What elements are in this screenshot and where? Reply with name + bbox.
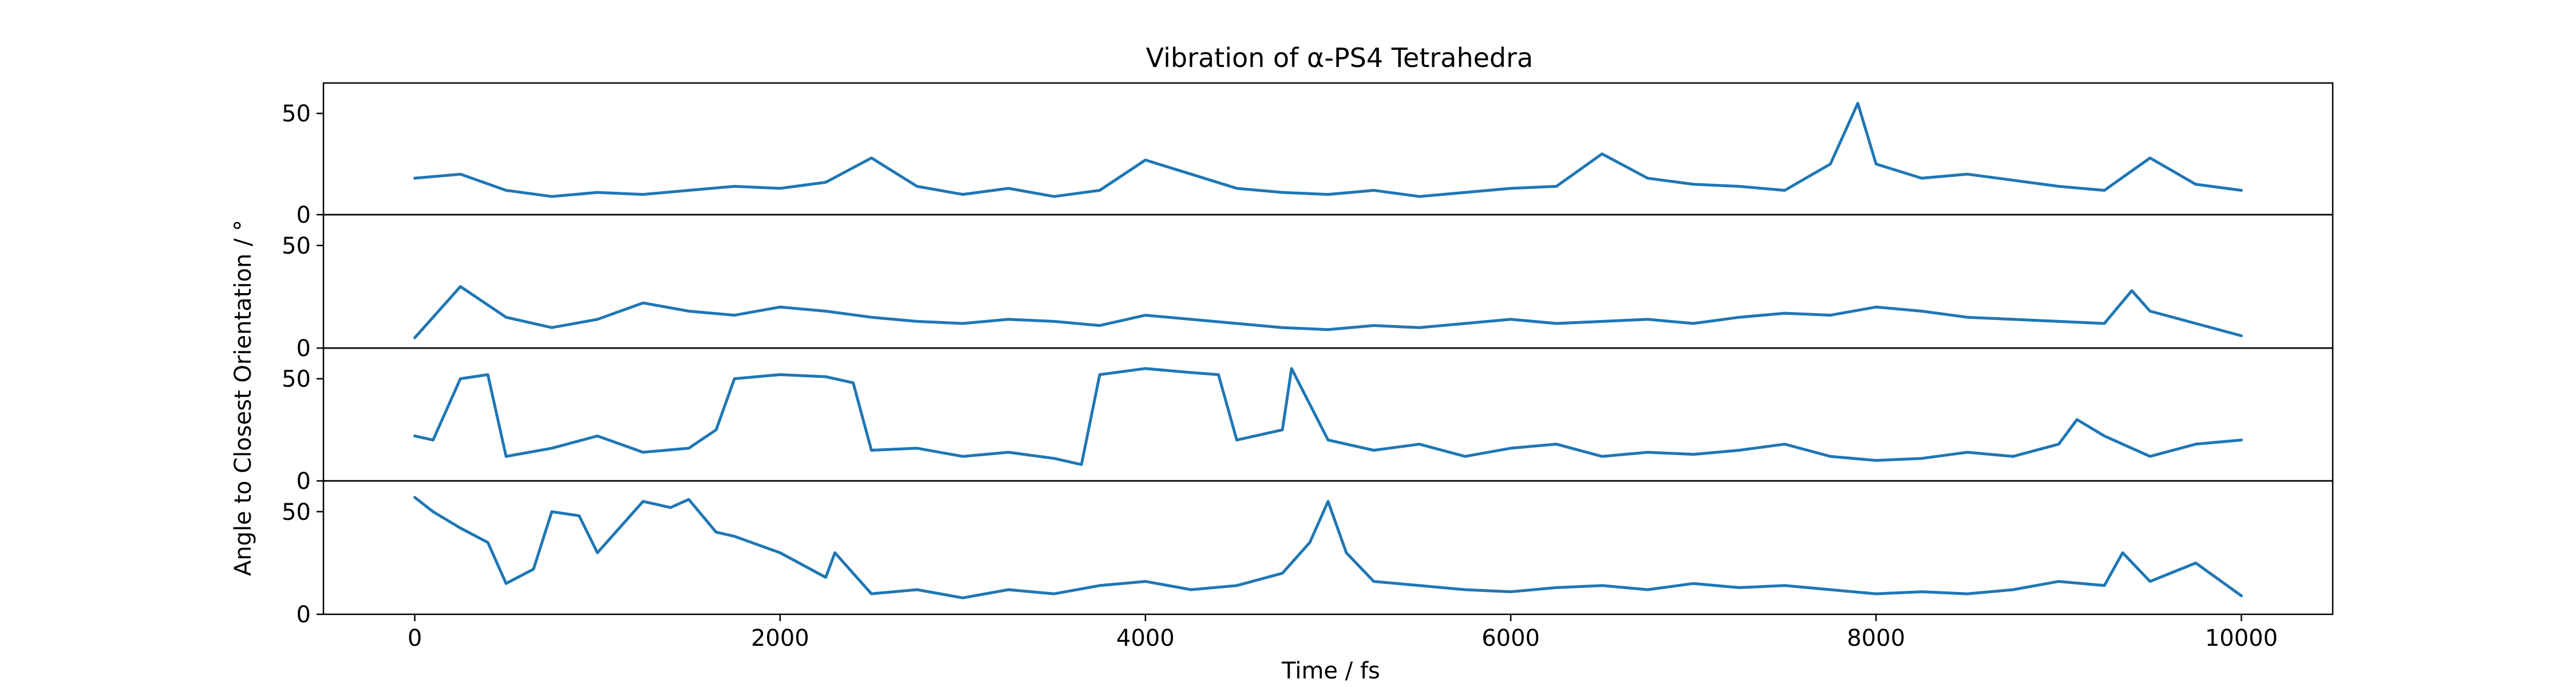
series-line-4-1 xyxy=(413,496,2243,599)
subplot-4: 0 50 xyxy=(282,480,2334,628)
y-tick-label: 0 xyxy=(297,602,311,628)
series-line-3-1 xyxy=(413,367,2243,466)
x-tick-label: 4000 xyxy=(1116,625,1175,652)
x-axis: 0 2000 4000 6000 8000 10000 xyxy=(408,614,2278,652)
series-line-1-1 xyxy=(413,101,2243,198)
x-tick-label: 6000 xyxy=(1481,625,1540,652)
x-tick-label: 10000 xyxy=(2205,625,2278,652)
series-line-2-1 xyxy=(413,285,2243,339)
y-tick-label: 0 xyxy=(297,202,311,228)
x-tick-label: 8000 xyxy=(1847,625,1905,652)
y-tick-label: 50 xyxy=(282,233,311,259)
y-tick-label: 50 xyxy=(282,366,311,393)
y-tick-label: 0 xyxy=(297,335,311,362)
subplots-group: 0 50 0 50 0 50 0 50 xyxy=(282,82,2334,628)
x-axis-label: Time / fs xyxy=(1281,658,1380,684)
y-tick-label: 50 xyxy=(282,499,311,526)
y-tick-label: 50 xyxy=(282,101,311,127)
x-tick-label: 2000 xyxy=(751,625,809,652)
chart-title: Vibration of α-PS4 Tetrahedra xyxy=(1146,42,1533,73)
y-tick-label: 0 xyxy=(297,468,311,495)
y-axis-label: Angle to Closest Orientation / ° xyxy=(230,220,256,576)
subplot-frame-4 xyxy=(322,480,2334,615)
x-tick-label: 0 xyxy=(408,625,422,652)
